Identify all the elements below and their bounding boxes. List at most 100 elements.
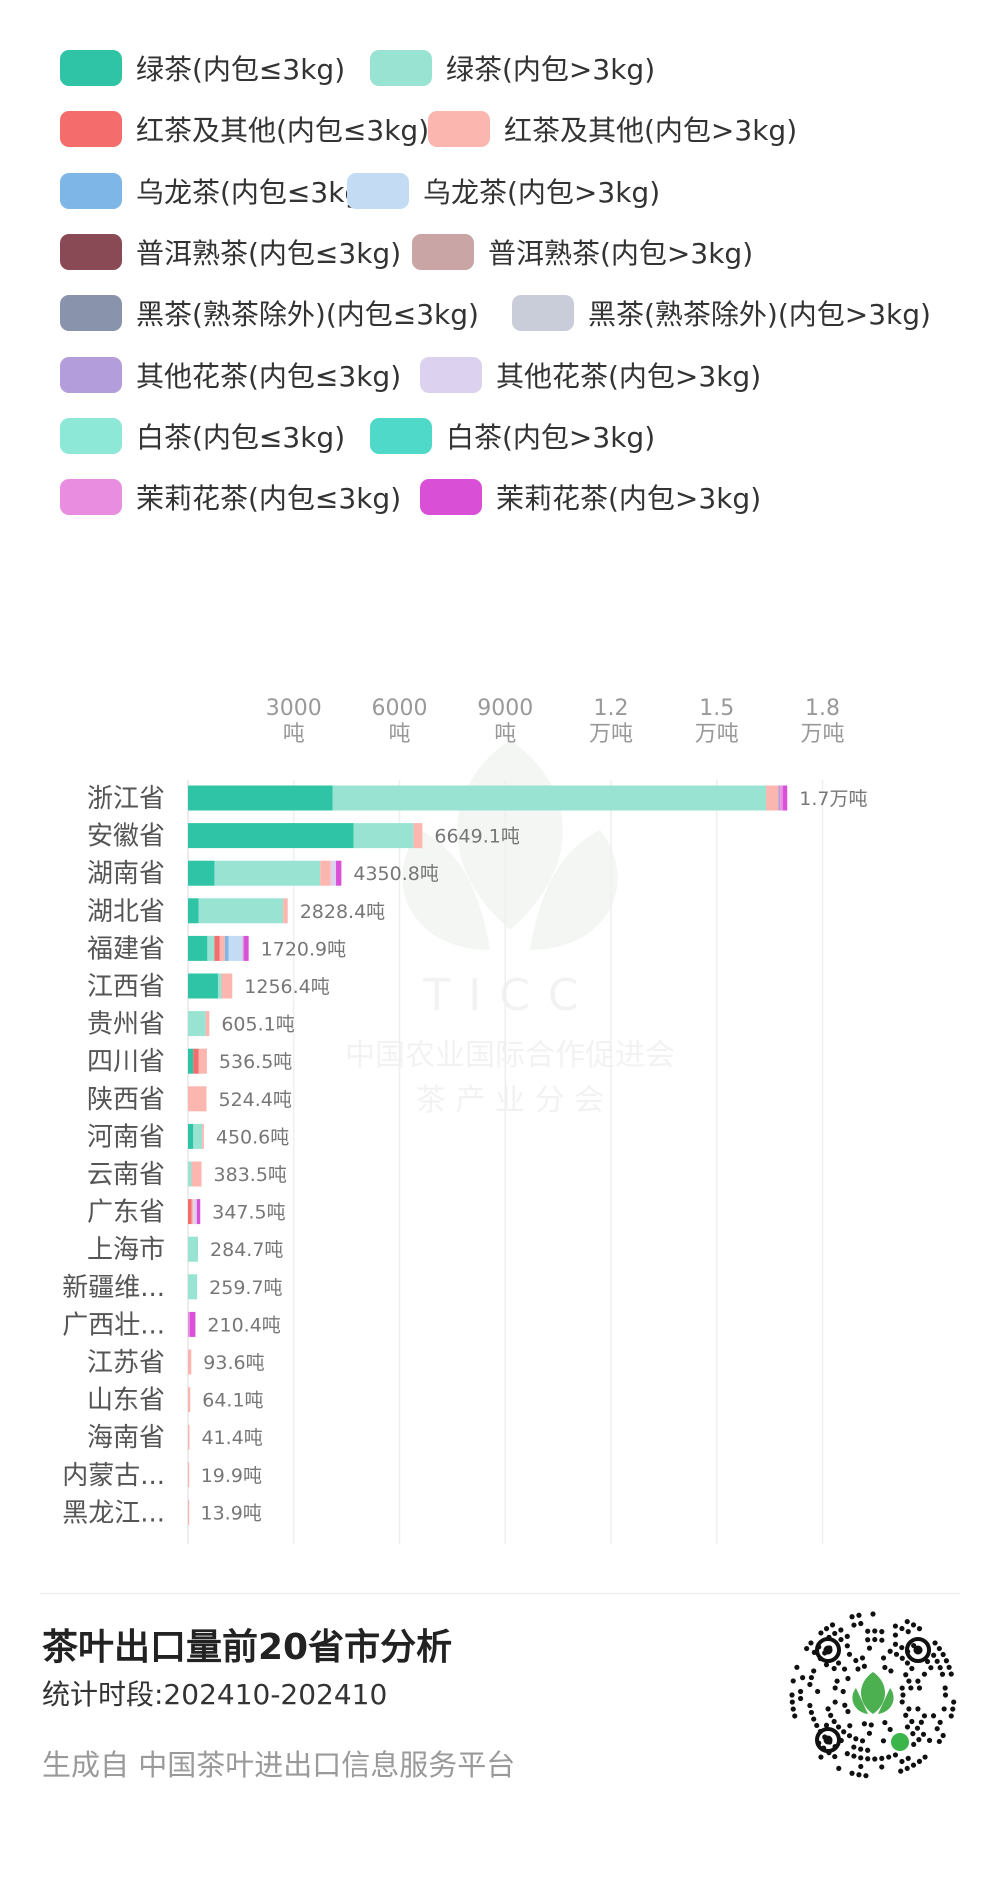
- legend-swatch: [60, 479, 122, 516]
- legend-swatch: [420, 356, 482, 393]
- qr-dot: [789, 1692, 795, 1698]
- legend-item[interactable]: 红茶及其他(内包≤3kg): [60, 109, 429, 149]
- qr-dot: [934, 1658, 940, 1664]
- footer-period: 统计时段:202410-202410: [42, 1678, 388, 1711]
- qr-dot: [859, 1655, 866, 1661]
- legend-item[interactable]: 白茶(内包>3kg): [370, 416, 655, 456]
- x-tick-unit: 吨: [283, 722, 305, 747]
- x-tick-label: 9000: [477, 696, 533, 721]
- bar-segment: [188, 1311, 190, 1337]
- bar-total-label: 2828.4吨: [300, 901, 385, 923]
- qr-dot: [932, 1640, 938, 1646]
- bar-total-label: 383.5吨: [214, 1164, 287, 1186]
- qr-dot: [887, 1726, 893, 1733]
- bar-segment: [188, 860, 215, 886]
- bar-segment: [198, 898, 284, 924]
- bar-segment: [336, 860, 342, 886]
- qr-dot: [807, 1702, 813, 1709]
- qr-dot: [904, 1618, 910, 1625]
- qr-dot: [818, 1754, 824, 1760]
- legend-label: 白茶(内包>3kg): [446, 420, 656, 454]
- qr-dot: [916, 1626, 923, 1632]
- qr-dot: [934, 1726, 940, 1732]
- legend-item[interactable]: 绿茶(内包>3kg): [370, 48, 655, 88]
- qr-dot: [916, 1737, 922, 1743]
- legend-item[interactable]: 茉莉花茶(内包≤3kg): [60, 477, 401, 517]
- legend-item[interactable]: 红茶及其他(内包>3kg): [428, 109, 797, 149]
- qr-dot: [942, 1685, 948, 1691]
- qr-dot: [910, 1762, 917, 1768]
- qr-dot: [906, 1678, 912, 1684]
- legend-item[interactable]: 乌龙茶(内包>3kg): [347, 171, 660, 211]
- qr-dot: [865, 1747, 871, 1753]
- legend-item[interactable]: 白茶(内包≤3kg): [60, 416, 345, 456]
- legend-swatch: [412, 233, 474, 270]
- qr-dot: [855, 1666, 861, 1672]
- qr-dot: [936, 1645, 942, 1652]
- qr-dot: [835, 1724, 842, 1730]
- qr-finder: [905, 1637, 931, 1663]
- qr-dot: [811, 1716, 817, 1722]
- qr-dot: [887, 1648, 893, 1654]
- qr-dot: [851, 1753, 857, 1759]
- qr-dot: [899, 1685, 905, 1691]
- qr-dot: [906, 1706, 912, 1712]
- bar-segment: [188, 1387, 191, 1413]
- province-label: 新疆维...: [62, 1273, 165, 1303]
- bar-segment: [188, 1499, 190, 1525]
- legend-item[interactable]: 乌龙茶(内包≤3kg): [60, 171, 373, 211]
- legend-swatch: [60, 356, 122, 393]
- legend-item[interactable]: 黑茶(熟茶除外)(内包≤3kg): [60, 293, 479, 333]
- bar-segment: [217, 973, 222, 999]
- province-label: 黑龙江...: [62, 1498, 165, 1528]
- qr-dot: [846, 1733, 853, 1739]
- legend-swatch: [60, 417, 122, 454]
- qr-finder-dot: [823, 1735, 833, 1745]
- legend-label: 绿茶(内包>3kg): [446, 53, 656, 86]
- legend-swatch: [60, 233, 122, 270]
- bar-total-label: 450.6吨: [216, 1126, 289, 1148]
- legend-item[interactable]: 普洱熟茶(内包≤3kg): [60, 232, 401, 272]
- qr-dot: [899, 1625, 905, 1632]
- qr-dot: [815, 1688, 821, 1695]
- legend-item[interactable]: 黑茶(熟茶除外)(内包>3kg): [512, 293, 931, 333]
- qr-dot: [892, 1623, 899, 1629]
- legend-label: 乌龙茶(内包>3kg): [423, 175, 661, 209]
- province-label: 云南省: [87, 1160, 165, 1190]
- bar-segment: [766, 785, 779, 811]
- legend-label: 其他花茶(内包>3kg): [496, 359, 762, 393]
- qr-dot: [847, 1723, 853, 1729]
- qr-dot: [866, 1645, 873, 1651]
- qr-dot: [844, 1643, 850, 1649]
- qr-dot: [905, 1629, 911, 1635]
- qr-dot: [832, 1685, 838, 1691]
- province-label: 广西壮...: [62, 1310, 165, 1340]
- legend-item[interactable]: 其他花茶(内包≤3kg): [60, 355, 401, 395]
- bar-total-label: 13.9吨: [200, 1502, 261, 1524]
- qr-dot: [922, 1754, 928, 1760]
- bar-segment: [198, 1048, 207, 1074]
- x-tick-label: 1.8: [805, 696, 840, 721]
- qr-dot: [939, 1671, 946, 1677]
- qr-dot: [915, 1678, 921, 1684]
- qr-dot: [926, 1737, 933, 1743]
- qr-dot: [948, 1713, 954, 1719]
- qr-dot: [918, 1719, 924, 1725]
- legend-item[interactable]: 茉莉花茶(内包>3kg): [420, 477, 761, 517]
- bar-total-label: 41.4吨: [201, 1427, 262, 1449]
- bar-total-label: 1720.9吨: [261, 938, 346, 960]
- qr-dot: [916, 1685, 923, 1691]
- qr-dot: [823, 1626, 830, 1632]
- qr-dot: [899, 1758, 905, 1765]
- qr-dot: [838, 1627, 844, 1633]
- qr-dot: [903, 1712, 909, 1718]
- qr-dot: [950, 1706, 956, 1712]
- qr-code-icon[interactable]: [788, 1610, 958, 1780]
- legend-item[interactable]: 其他花茶(内包>3kg): [420, 355, 761, 395]
- legend-item[interactable]: 绿茶(内包≤3kg): [60, 48, 345, 88]
- legend-swatch: [60, 172, 122, 209]
- qr-dot: [792, 1713, 798, 1719]
- bar-segment: [244, 935, 249, 961]
- legend-item[interactable]: 普洱熟茶(内包>3kg): [412, 232, 753, 272]
- bar-segment: [188, 1424, 190, 1450]
